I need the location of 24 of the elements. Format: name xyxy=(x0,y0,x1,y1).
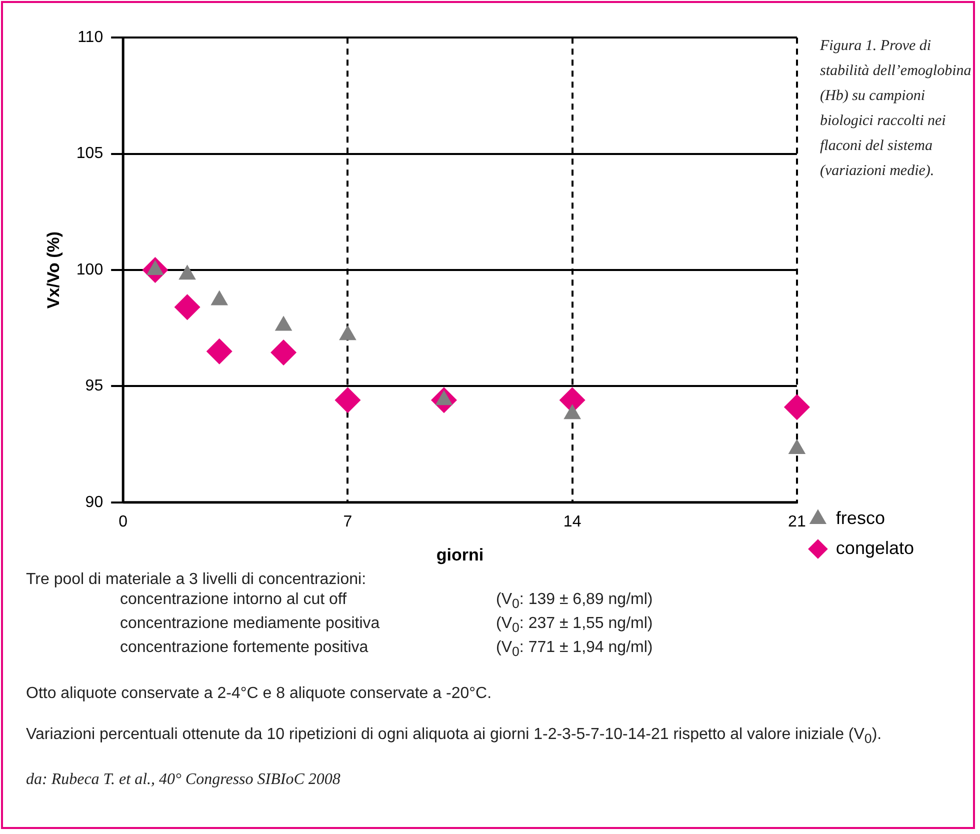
text: Otto aliquote conservate a 2-4°C e 8 aliquote conservate a -20°C. xyxy=(26,684,493,704)
x-tick-label: 7 xyxy=(343,513,352,530)
text: Figura 1. Prove di stabilità dell’emoglobina (Hb) su campioni biologici raccolti nei flaconi del sistema (variazioni medie). xyxy=(820,37,972,181)
y-tick-label: 95 xyxy=(85,378,104,395)
text: Tre pool di materiale a 3 livelli di concentrazioni: xyxy=(26,570,368,590)
y-tick-label: 105 xyxy=(76,145,104,162)
x-axis-title: giorni xyxy=(436,545,484,564)
text: (V$_{0}$: 771 ± 1,94 ng/ml) xyxy=(496,638,654,662)
text: concentrazione intorno al cut off xyxy=(120,590,348,610)
text: (V$_{0}$: 139 ± 6,89 ng/ml) xyxy=(496,590,654,614)
legend-label: congelato xyxy=(836,538,914,558)
y-axis-title: Vx/Vo (%) xyxy=(44,231,63,309)
y-tick-label: 110 xyxy=(78,29,104,46)
x-tick-label: 14 xyxy=(563,513,582,530)
x-tick-label: 21 xyxy=(788,513,806,530)
text: concentrazione fortemente positiva xyxy=(120,638,370,658)
text: concentrazione mediamente positiva xyxy=(120,614,381,634)
y-tick-label: 90 xyxy=(85,494,104,511)
text: (V$_{0}$: 237 ± 1,55 ng/ml) xyxy=(496,614,654,638)
x-tick-label: 0 xyxy=(118,513,128,530)
text: da: Rubeca T. et al., 40° Congresso SIBIoC 2008 xyxy=(26,770,342,790)
text: Variazioni percentuali ottenute da 10 ripetizioni di ogni aliquota ai giorni 1-2-3-5-7-10-14-21 rispetto al valore iniziale (V$_{0}$). xyxy=(26,724,883,748)
legend-label: fresco xyxy=(836,508,885,528)
y-tick-label: 100 xyxy=(76,261,104,278)
